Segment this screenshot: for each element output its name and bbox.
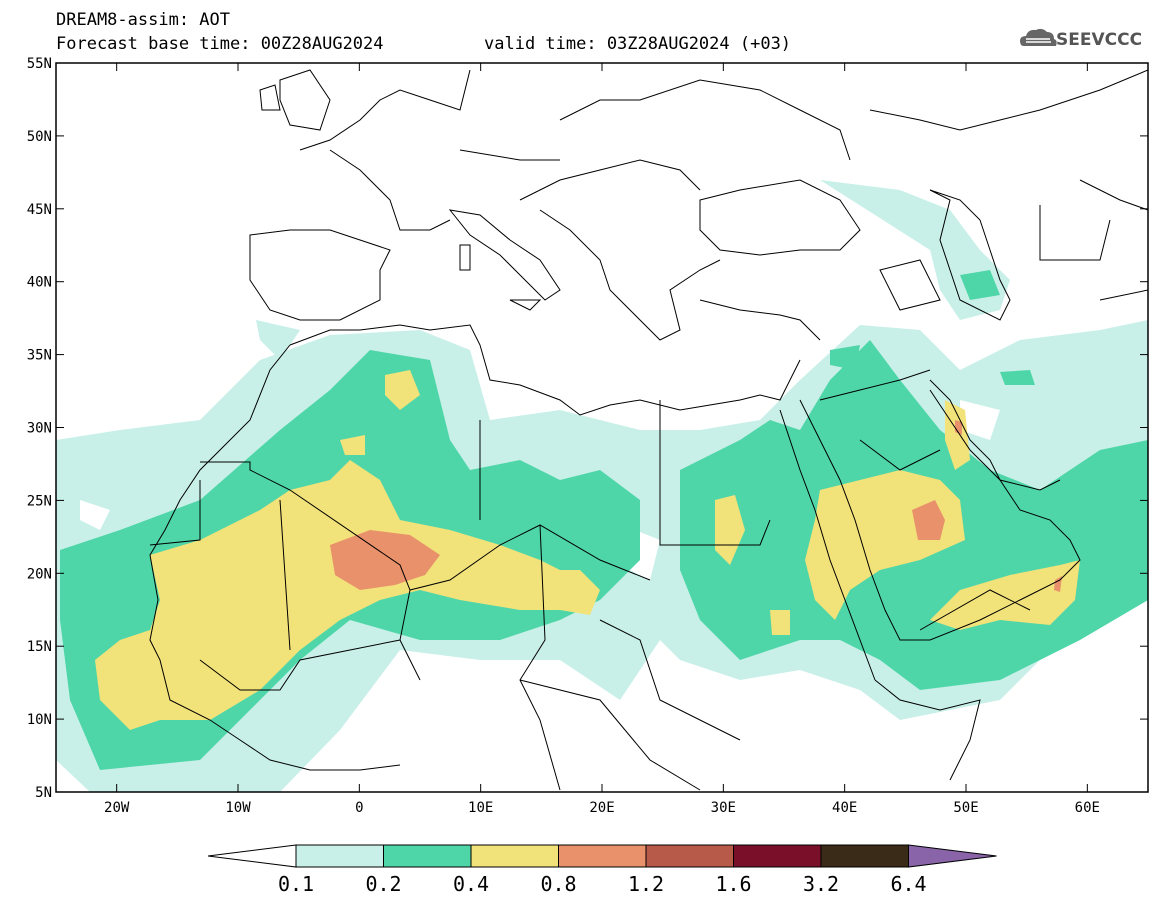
- colorbar-min-arrow: [207, 844, 297, 868]
- lat-label: 10N: [27, 712, 52, 728]
- valid-time: valid time: 03Z28AUG2024 (+03): [484, 34, 792, 54]
- colorbar-segment: [295, 844, 384, 868]
- colorbar-label: 3.2: [802, 872, 840, 896]
- lat-label: 55N: [27, 56, 52, 72]
- colorbar-label: 1.2: [627, 872, 665, 896]
- colorbar: [207, 844, 997, 868]
- lon-label: 50E: [953, 800, 978, 816]
- lon-label: 10E: [468, 800, 493, 816]
- lat-label: 45N: [27, 202, 52, 218]
- lon-label: 40E: [832, 800, 857, 816]
- cloud-logo-icon: [1020, 28, 1057, 46]
- colorbar-label: 0.4: [452, 872, 490, 896]
- lat-label: 25N: [27, 493, 52, 509]
- lat-label: 15N: [27, 639, 52, 655]
- lon-label: 60E: [1075, 800, 1100, 816]
- logo-text: SEEVCCC: [1056, 30, 1143, 50]
- lon-label: 20W: [104, 800, 130, 816]
- colorbar-segment: [558, 844, 647, 868]
- map-title: DREAM8-assim: AOT: [56, 10, 230, 30]
- lon-label: 10W: [225, 800, 251, 816]
- colorbar-label: 0.2: [365, 872, 402, 896]
- country-borders: [149, 69, 1148, 791]
- colorbar-label: 0.1: [277, 872, 315, 896]
- aot-field: [56, 180, 1148, 792]
- colorbar-label: 6.4: [890, 872, 927, 896]
- lat-label: 30N: [27, 421, 52, 437]
- lat-label: 35N: [27, 348, 52, 364]
- colorbar-max-arrow: [908, 844, 997, 868]
- colorbar-segment: [820, 844, 909, 868]
- forecast-base-time: Forecast base time: 00Z28AUG2024: [56, 34, 384, 54]
- lon-label: 0: [355, 800, 363, 816]
- lat-label: 50N: [27, 129, 52, 145]
- colorbar-segment: [383, 844, 472, 868]
- colorbar-label: 1.6: [715, 872, 752, 896]
- lon-label: 20E: [589, 800, 614, 816]
- lon-label: 30E: [711, 800, 736, 816]
- colorbar-segment: [470, 844, 559, 868]
- lat-label: 40N: [27, 275, 52, 291]
- colorbar-label: 0.8: [540, 872, 577, 896]
- colorbar-segment: [733, 844, 822, 868]
- lat-label: 20N: [27, 566, 52, 582]
- lat-label: 5N: [35, 785, 52, 801]
- colorbar-segment: [645, 844, 734, 868]
